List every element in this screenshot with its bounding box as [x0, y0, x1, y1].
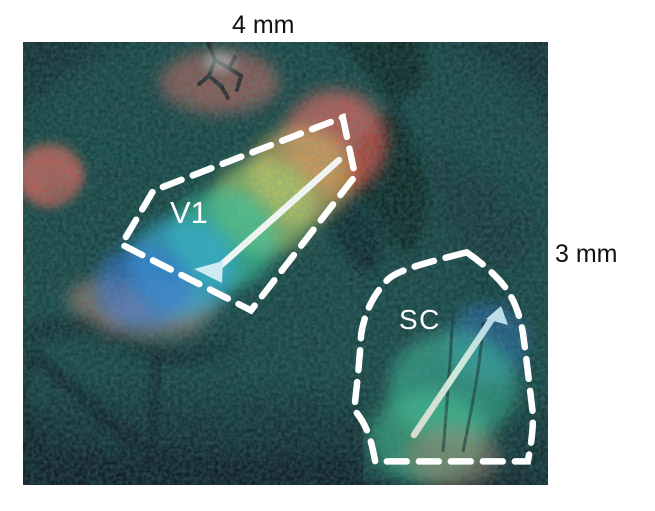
svg-text:V1: V1	[170, 195, 208, 230]
svg-text:SC: SC	[399, 304, 441, 335]
